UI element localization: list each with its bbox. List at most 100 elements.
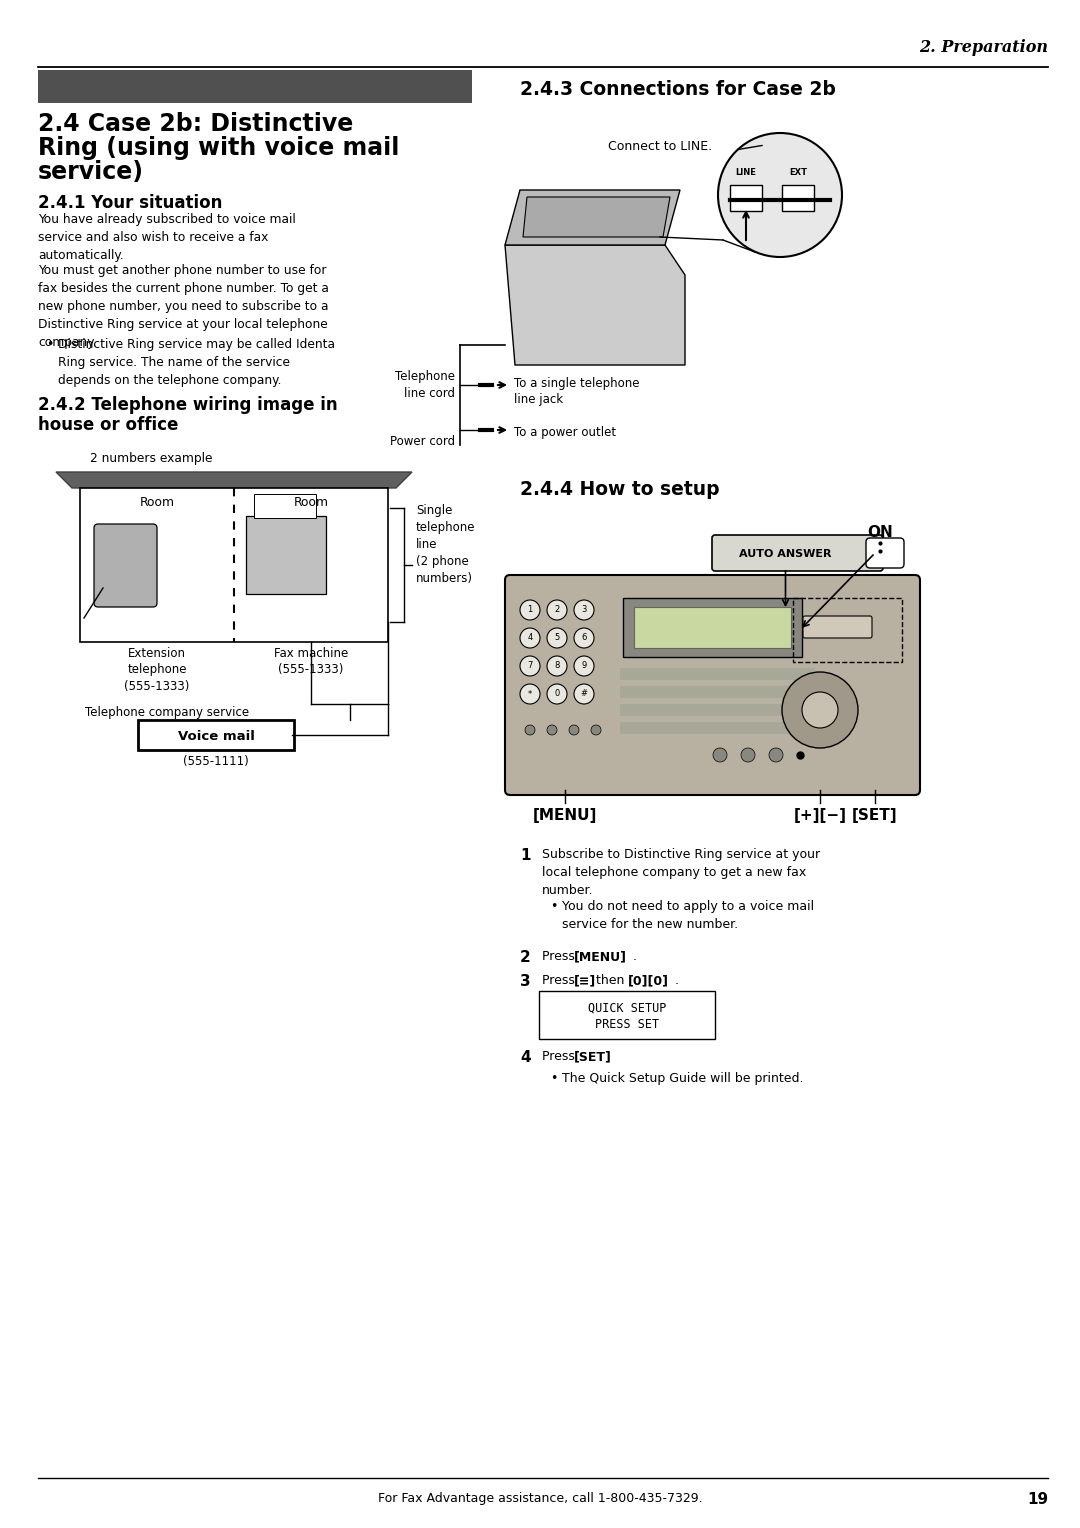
Text: (555-1111): (555-1111) <box>184 755 248 769</box>
Text: 2.4.2 Telephone wiring image in: 2.4.2 Telephone wiring image in <box>38 396 338 414</box>
Text: 2.4.1 Your situation: 2.4.1 Your situation <box>38 194 222 212</box>
FancyBboxPatch shape <box>539 992 715 1039</box>
Circle shape <box>546 685 567 704</box>
Text: [0][0]: [0][0] <box>627 973 669 987</box>
Text: [SET]: [SET] <box>852 808 897 824</box>
FancyBboxPatch shape <box>620 668 815 680</box>
FancyBboxPatch shape <box>138 720 294 750</box>
Circle shape <box>802 692 838 727</box>
Polygon shape <box>505 189 680 244</box>
Text: 1: 1 <box>519 848 530 863</box>
Text: Press: Press <box>542 1050 579 1063</box>
Text: house or office: house or office <box>38 416 178 434</box>
Text: You must get another phone number to use for
fax besides the current phone numbe: You must get another phone number to use… <box>38 264 329 348</box>
Circle shape <box>546 601 567 620</box>
Text: [MENU]: [MENU] <box>532 808 597 824</box>
Circle shape <box>573 628 594 648</box>
FancyBboxPatch shape <box>94 524 157 607</box>
Text: •: • <box>550 1073 557 1085</box>
Text: 2.4 Case 2b: Distinctive: 2.4 Case 2b: Distinctive <box>38 112 353 136</box>
Text: 5: 5 <box>554 634 559 642</box>
Text: 2: 2 <box>519 950 530 966</box>
Text: Subscribe to Distinctive Ring service at your
local telephone company to get a n: Subscribe to Distinctive Ring service at… <box>542 848 820 897</box>
Text: To a single telephone
line jack: To a single telephone line jack <box>514 377 639 406</box>
Circle shape <box>519 628 540 648</box>
Text: 2 numbers example: 2 numbers example <box>90 452 213 465</box>
Text: Room: Room <box>139 497 175 509</box>
Circle shape <box>519 656 540 675</box>
Text: Voice mail: Voice mail <box>177 729 255 743</box>
Text: .: . <box>675 973 679 987</box>
Text: You have already subscribed to voice mail
service and also wish to receive a fax: You have already subscribed to voice mai… <box>38 212 296 261</box>
Circle shape <box>573 601 594 620</box>
Polygon shape <box>505 244 685 365</box>
FancyBboxPatch shape <box>634 607 791 648</box>
Circle shape <box>782 672 858 749</box>
Text: You do not need to apply to a voice mail
service for the new number.: You do not need to apply to a voice mail… <box>562 900 814 931</box>
Circle shape <box>769 749 783 762</box>
Text: 3: 3 <box>519 973 530 989</box>
Text: LINE: LINE <box>735 168 756 177</box>
Text: [SET]: [SET] <box>573 1050 612 1063</box>
FancyBboxPatch shape <box>804 616 872 639</box>
FancyBboxPatch shape <box>254 494 316 518</box>
FancyBboxPatch shape <box>866 538 904 568</box>
Text: •: • <box>46 338 53 351</box>
Circle shape <box>718 133 842 257</box>
FancyBboxPatch shape <box>620 723 815 733</box>
Text: 6: 6 <box>581 634 586 642</box>
Text: Single
telephone
line
(2 phone
numbers): Single telephone line (2 phone numbers) <box>416 504 475 585</box>
Text: 2.4.4 How to setup: 2.4.4 How to setup <box>519 480 719 500</box>
Text: For Fax Advantage assistance, call 1-800-435-7329.: For Fax Advantage assistance, call 1-800… <box>378 1491 702 1505</box>
Text: AUTO ANSWER: AUTO ANSWER <box>739 549 832 559</box>
Text: QUICK SETUP: QUICK SETUP <box>588 1002 666 1015</box>
Text: 3: 3 <box>581 605 586 614</box>
Text: Extension
telephone
(555-1333): Extension telephone (555-1333) <box>124 646 190 694</box>
Circle shape <box>573 656 594 675</box>
Text: 2: 2 <box>554 605 559 614</box>
Text: 0: 0 <box>554 689 559 698</box>
Text: To a power outlet: To a power outlet <box>514 426 616 439</box>
Text: .: . <box>633 950 637 963</box>
Text: #: # <box>581 689 588 698</box>
Text: Press: Press <box>542 973 579 987</box>
Circle shape <box>591 724 600 735</box>
Polygon shape <box>523 197 670 237</box>
Circle shape <box>741 749 755 762</box>
Text: [MENU]: [MENU] <box>573 950 627 963</box>
Text: 2.4.3 Connections for Case 2b: 2.4.3 Connections for Case 2b <box>519 79 836 99</box>
Circle shape <box>519 685 540 704</box>
Text: 19: 19 <box>1027 1491 1048 1507</box>
Text: service): service) <box>38 160 144 183</box>
Text: [+][−]: [+][−] <box>794 808 847 824</box>
Circle shape <box>546 724 557 735</box>
Polygon shape <box>56 472 411 487</box>
FancyBboxPatch shape <box>620 704 815 717</box>
Text: Telephone
line cord: Telephone line cord <box>395 370 455 400</box>
FancyBboxPatch shape <box>505 575 920 795</box>
FancyBboxPatch shape <box>38 70 472 102</box>
Circle shape <box>569 724 579 735</box>
Text: *: * <box>528 689 532 698</box>
Text: ON: ON <box>867 526 893 539</box>
Text: The Quick Setup Guide will be printed.: The Quick Setup Guide will be printed. <box>562 1073 804 1085</box>
Circle shape <box>519 601 540 620</box>
Text: Connect to LINE.: Connect to LINE. <box>608 141 712 153</box>
FancyBboxPatch shape <box>712 535 883 571</box>
Circle shape <box>573 685 594 704</box>
FancyBboxPatch shape <box>782 185 814 211</box>
Circle shape <box>525 724 535 735</box>
FancyBboxPatch shape <box>623 597 802 657</box>
Text: then: then <box>592 973 629 987</box>
FancyBboxPatch shape <box>80 487 388 642</box>
Text: 7: 7 <box>527 662 532 671</box>
Text: 4: 4 <box>519 1050 530 1065</box>
Text: 9: 9 <box>581 662 586 671</box>
Circle shape <box>546 628 567 648</box>
Text: Room: Room <box>294 497 328 509</box>
Text: Press: Press <box>542 950 579 963</box>
Text: 4: 4 <box>527 634 532 642</box>
Text: [≡]: [≡] <box>573 973 596 987</box>
Text: Fax machine
(555-1333): Fax machine (555-1333) <box>274 646 348 677</box>
Text: 8: 8 <box>554 662 559 671</box>
